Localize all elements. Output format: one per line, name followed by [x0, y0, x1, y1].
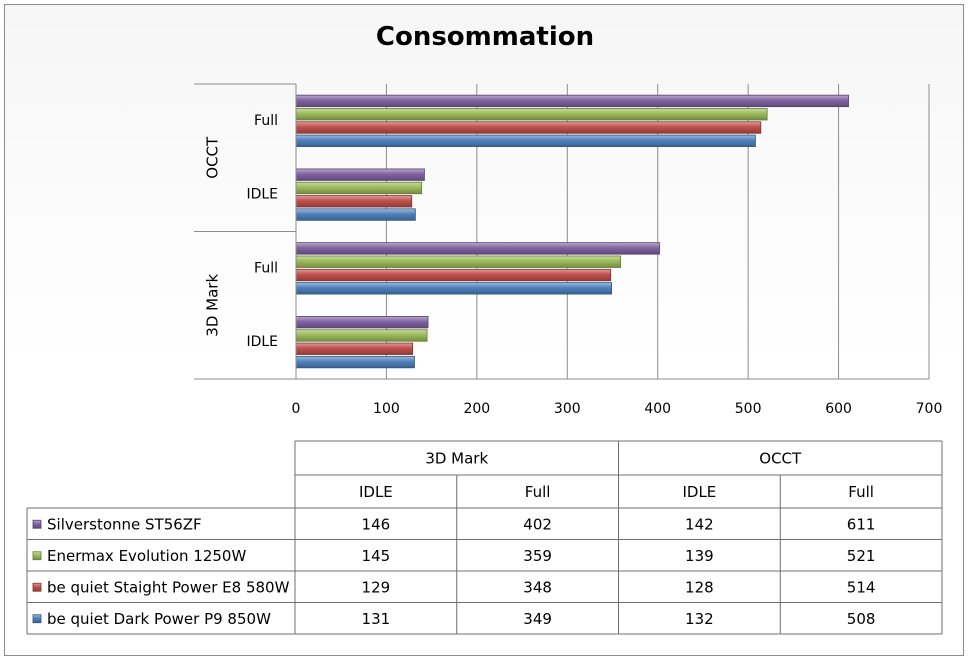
- bar: [295, 316, 429, 329]
- y-tick-label: IDLE: [246, 187, 278, 203]
- x-tick-label: 0: [292, 401, 301, 417]
- data-label: 359: [523, 547, 552, 565]
- table-column-header: Full: [848, 483, 874, 501]
- data-label: 145: [362, 547, 391, 565]
- bar: [295, 342, 414, 355]
- table-group-header: 3D Mark: [425, 450, 488, 468]
- bar: [295, 268, 612, 282]
- group-label: 3D Mark: [204, 274, 222, 337]
- table-column-header: Full: [525, 483, 551, 501]
- bar: [295, 282, 612, 295]
- table-group-header: OCCT: [759, 450, 802, 468]
- bar: [295, 255, 622, 268]
- group-label: OCCT: [204, 136, 222, 179]
- data-table: 3D Mark OCCT IDLE Full IDLE Full Silverstonne …: [26, 440, 943, 635]
- series-name: Silverstonne ST56ZF: [47, 515, 202, 533]
- bar: [295, 134, 756, 147]
- data-label: 402: [523, 515, 552, 533]
- data-label: 132: [685, 610, 714, 628]
- legend-key: [32, 614, 42, 624]
- series-name: Enermax Evolution 1250W: [47, 547, 246, 565]
- bar: [295, 108, 768, 121]
- table-column-header: IDLE: [682, 483, 716, 501]
- data-label: 508: [847, 610, 876, 628]
- bar: [295, 94, 849, 108]
- data-label: 128: [685, 578, 714, 596]
- bar: [295, 168, 425, 181]
- data-label: 142: [685, 515, 714, 533]
- x-tick-label: 700: [916, 401, 943, 417]
- x-tick-label: 100: [373, 401, 400, 417]
- bar: [295, 121, 762, 134]
- legend-key: [32, 582, 42, 592]
- chart-title: Consommation: [375, 22, 595, 52]
- data-label: 146: [362, 515, 391, 533]
- bar: [295, 181, 423, 195]
- y-tick-label: Full: [254, 113, 278, 129]
- data-label: 521: [847, 547, 876, 565]
- y-tick-label: Full: [254, 260, 278, 276]
- y-tick-label: IDLE: [246, 334, 278, 350]
- x-tick-label: 300: [554, 401, 581, 417]
- data-label: 348: [523, 578, 552, 596]
- table-column-header: IDLE: [359, 483, 393, 501]
- x-tick-label: 400: [644, 401, 671, 417]
- series-name: be quiet Staight Power E8 580W: [47, 578, 290, 596]
- data-label: 611: [847, 515, 876, 533]
- bar: [295, 195, 413, 208]
- axes: 0 100 200 300 400 500 600 700 IDLE Full IDLE Full 3D…: [194, 83, 943, 417]
- bars: [295, 94, 849, 369]
- x-tick-label: 600: [825, 401, 852, 417]
- legend-key: [32, 519, 42, 529]
- data-label: 129: [362, 578, 391, 596]
- x-tick-label: 500: [735, 401, 762, 417]
- bar: [295, 355, 415, 369]
- legend-key: [32, 551, 42, 561]
- data-label: 131: [362, 610, 391, 628]
- data-label: 514: [847, 578, 876, 596]
- bar: [295, 208, 416, 221]
- bar: [295, 242, 660, 255]
- bar: [295, 329, 428, 342]
- data-label: 139: [685, 547, 714, 565]
- series-name: be quiet Dark Power P9 850W: [47, 610, 271, 628]
- data-label: 349: [523, 610, 552, 628]
- x-tick-label: 200: [463, 401, 490, 417]
